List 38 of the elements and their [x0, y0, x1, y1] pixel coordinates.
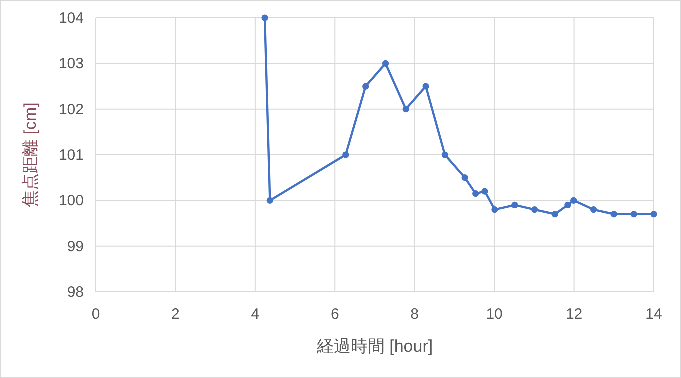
point	[362, 83, 370, 90]
point	[512, 202, 518, 209]
point	[262, 14, 268, 22]
point	[630, 211, 638, 218]
x-tick-label: 4	[251, 306, 260, 323]
x-tick-label: 6	[330, 306, 340, 323]
x-tick-label: 10	[486, 306, 503, 323]
y-tick-label: 101	[58, 147, 84, 164]
y-tick-label: 99	[67, 238, 84, 256]
y-tick-label: 103	[58, 56, 84, 73]
point	[492, 206, 498, 214]
x-tick-label: 8	[410, 306, 420, 323]
point	[590, 206, 598, 214]
point	[610, 211, 618, 218]
point	[482, 188, 488, 195]
point	[650, 211, 658, 218]
y-tick-label: 100	[58, 192, 84, 210]
point	[342, 152, 350, 158]
y-tick-label: 102	[58, 101, 84, 118]
x-tick-label: 2	[172, 306, 180, 323]
point	[462, 174, 468, 182]
point	[382, 60, 390, 67]
x-tick-label: 14	[646, 306, 662, 323]
y-tick-label: 98	[67, 284, 84, 301]
y-axis-title: 焦点距離 [cm]	[21, 102, 40, 208]
point	[472, 190, 480, 198]
point	[532, 206, 538, 214]
x-axis-title: 経過時間 [hour]	[316, 337, 434, 356]
point	[564, 202, 572, 209]
point	[402, 106, 410, 113]
x-tick-label: 0	[92, 306, 100, 323]
point	[442, 152, 448, 158]
x-tick-label: 12	[566, 306, 583, 323]
y-tick-label: 104	[58, 10, 84, 27]
point	[422, 83, 430, 90]
point	[570, 197, 578, 204]
point	[266, 197, 274, 204]
point	[552, 211, 558, 218]
